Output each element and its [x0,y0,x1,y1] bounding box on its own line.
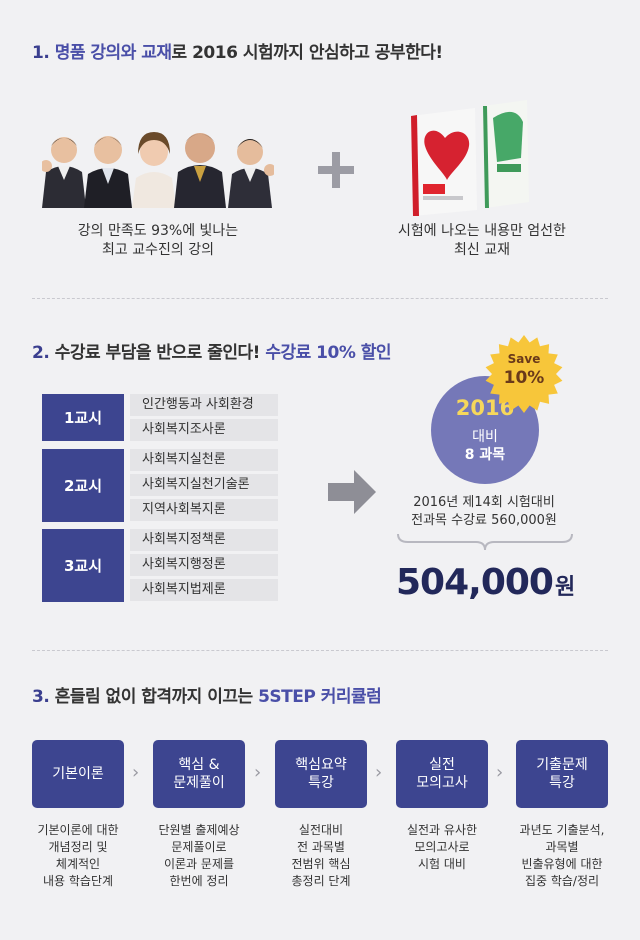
section2-title: 2. 수강료 부담을 반으로 줄인다! 수강료 10% 할인 [32,343,392,363]
book-red [411,108,477,216]
subject-item: 사회복지조사론 [130,419,278,441]
step-1-description: 기본이론에 대한 개념정리 및 체계적인 내용 학습단계 [37,823,119,888]
subject-item: 인간행동과 사회환경 [130,394,278,416]
chevron-right-icon: › [375,762,383,783]
step-5: 기출문제 특강 [516,740,608,808]
textbook-caption: 시험에 나오는 내용만 엄선한 최신 교재 [398,223,566,258]
period-3-label: 3교시 [42,529,124,602]
step-5-description: 과년도 기출분석, 과목별 빈출유형에 대한 집중 학습/정리 [519,823,605,888]
period-2-label: 2교시 [42,449,124,522]
section3-title: 3. 흔들림 없이 합격까지 이끄는 5STEP 커리큘럼 [32,687,382,707]
divider-2 [32,650,608,651]
step-1: 기본이론 [32,740,124,808]
instructor-1 [40,137,86,208]
chevron-right-icon: › [496,762,504,783]
brace-divider [397,533,573,551]
step-4: 실전 모의고사 [396,740,488,808]
save-badge: Save 10% [484,334,564,414]
subject-item: 사회복지법제론 [130,579,278,601]
instructors-photo [40,110,276,208]
instructor-2 [84,136,132,208]
subject-item: 지역사회복지론 [130,499,278,521]
discount-price: 504,000원 [396,562,575,603]
step-3-description: 실전대비 전 과목별 전범위 핵심 총정리 단계 [291,823,351,888]
price-info: 2016년 제14회 시험대비 전과목 수강료 560,000원 [411,495,557,528]
plus-icon [318,152,354,188]
step-2: 핵심 & 문제풀이 [153,740,245,808]
instructor-4 [174,133,226,208]
divider-1 [32,298,608,299]
arrow-right-icon [328,470,376,514]
section1-title: 1. 명품 강의와 교재로 2016 시험까지 안심하고 공부한다! [32,43,443,63]
instructor-3 [132,132,176,208]
chevron-right-icon: › [132,762,140,783]
subject-item: 사회복지행정론 [130,554,278,576]
subject-item: 사회복지정책론 [130,529,278,551]
textbooks-photo [405,98,535,216]
instructor-5 [228,139,276,208]
period-1-label: 1교시 [42,394,124,441]
step-3: 핵심요약 특강 [275,740,367,808]
subject-item: 사회복지실천론 [130,449,278,471]
step-2-description: 단원별 출제예상 문제풀이로 이론과 문제를 한번에 정리 [158,823,240,888]
lecture-caption: 강의 만족도 93%에 빛나는 최고 교수진의 강의 [77,223,239,258]
book-green [483,100,529,208]
chevron-right-icon: › [254,762,262,783]
subject-item: 사회복지실천기술론 [130,474,278,496]
step-4-description: 실전과 유사한 모의고사로 시험 대비 [406,823,478,871]
